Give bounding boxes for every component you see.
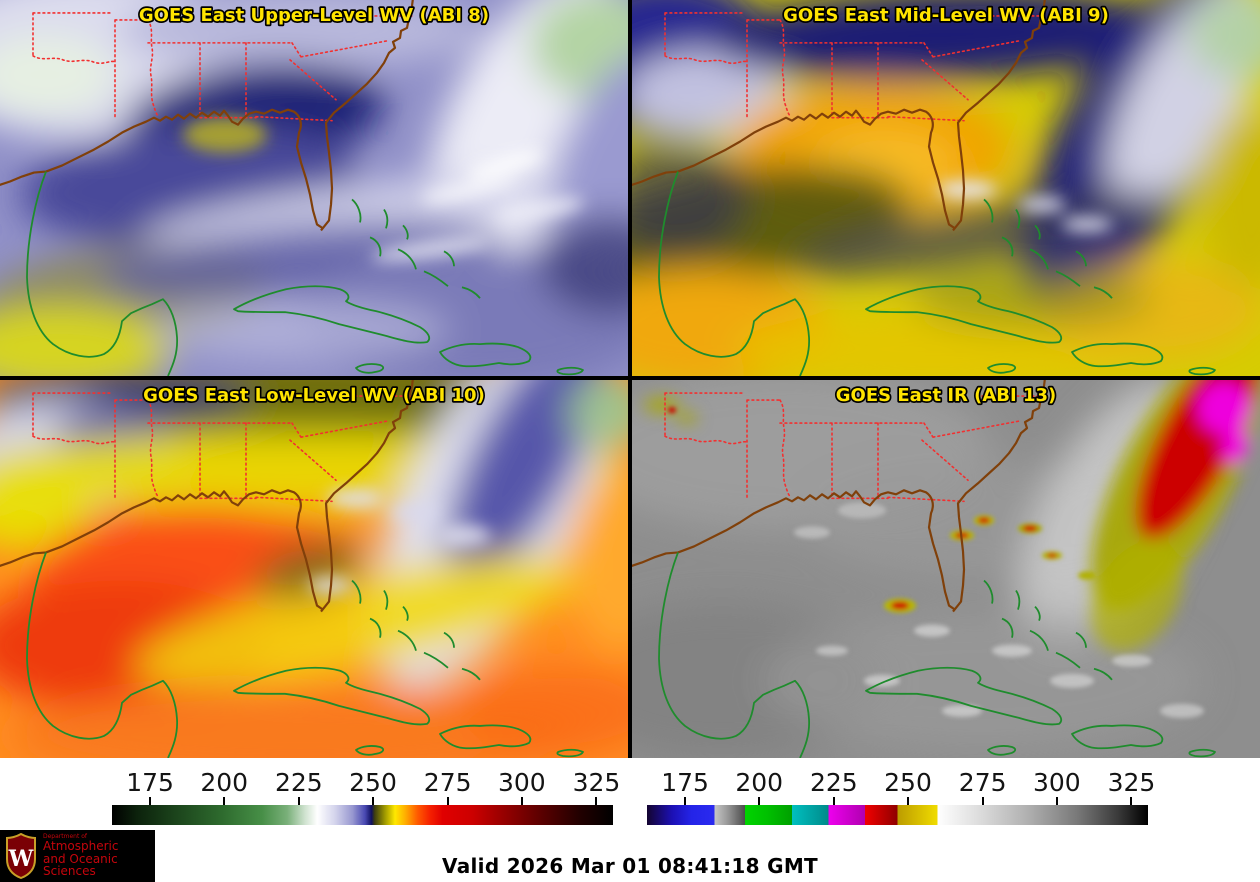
colorbar-tick-label: 250 bbox=[349, 768, 397, 797]
satellite-image-abi13: GOES East IR (ABI 13) bbox=[632, 380, 1260, 758]
colorbar-tick-mark bbox=[684, 797, 687, 805]
panel-title: GOES East Low-Level WV (ABI 10) bbox=[143, 385, 485, 406]
satellite-image-abi9: GOES East Mid-Level WV (ABI 9) bbox=[632, 0, 1260, 376]
colorbar-tick-label: 300 bbox=[1032, 768, 1081, 797]
panel-low-level-wv: GOES East Low-Level WV (ABI 10) bbox=[0, 380, 628, 758]
wv-colorbar-gradient bbox=[112, 805, 613, 825]
colorbar-tick-mark bbox=[520, 797, 523, 805]
panel-title: GOES East IR (ABI 13) bbox=[836, 385, 1056, 406]
satellite-image-abi10: GOES East Low-Level WV (ABI 10) bbox=[0, 380, 628, 758]
panel-title: GOES East Upper-Level WV (ABI 8) bbox=[139, 5, 489, 26]
logo-text: Department of Atmospheric and Oceanic Sc… bbox=[43, 832, 155, 879]
colorbar-tick-mark bbox=[595, 797, 598, 805]
bottom-band: 175 200 225 250 275 300 325 175 200 225 250 275 300… bbox=[0, 758, 1260, 882]
colorbar-tick-label: 200 bbox=[735, 768, 784, 797]
colorbar-tick-label: 175 bbox=[661, 768, 709, 797]
logo-line2: and Oceanic Sciences bbox=[43, 851, 118, 879]
colorbar-tick-mark bbox=[907, 797, 910, 805]
colorbar-tick-label: 175 bbox=[126, 768, 174, 797]
colorbar-tick-mark bbox=[1130, 797, 1133, 805]
ir-colorbar: 175 200 225 250 275 300 325 bbox=[647, 758, 1155, 828]
ir-colorbar-gradient bbox=[647, 805, 1148, 825]
colorbar-tick-label: 200 bbox=[200, 768, 249, 797]
panel-mid-level-wv: GOES East Mid-Level WV (ABI 9) bbox=[632, 0, 1260, 376]
colorbar-tick-mark bbox=[832, 797, 835, 805]
uw-monogram: W bbox=[8, 846, 34, 872]
panel-upper-level-wv: GOES East Upper-Level WV (ABI 8) bbox=[0, 0, 628, 376]
colorbar-tick-mark bbox=[223, 797, 226, 805]
colorbar-tick-mark bbox=[758, 797, 761, 805]
colorbar-tick-mark bbox=[446, 797, 449, 805]
colorbar-tick-label: 300 bbox=[497, 768, 546, 797]
colorbar-tick-mark bbox=[149, 797, 152, 805]
colorbar-tick-label: 250 bbox=[884, 768, 932, 797]
logo-line1: Atmospheric bbox=[43, 839, 119, 854]
logo-dept-line: Department of bbox=[43, 832, 87, 840]
colorbar-tick-label: 325 bbox=[572, 768, 621, 797]
colorbar-tick-mark bbox=[981, 797, 984, 805]
colorbar-tick-label: 275 bbox=[958, 768, 1007, 797]
panel-ir: GOES East IR (ABI 13) bbox=[632, 380, 1260, 758]
water-vapor-colorbar: 175 200 225 250 275 300 325 bbox=[112, 758, 620, 828]
colorbar-tick-mark bbox=[1055, 797, 1058, 805]
valid-timestamp: Valid 2026 Mar 01 08:41:18 GMT bbox=[442, 854, 818, 878]
colorbar-tick-mark bbox=[297, 797, 300, 805]
satellite-panel-grid: GOES East Upper-Level WV (ABI 8) bbox=[0, 0, 1260, 758]
colorbar-tick-label: 275 bbox=[423, 768, 472, 797]
panel-title: GOES East Mid-Level WV (ABI 9) bbox=[783, 5, 1109, 26]
colorbar-tick-mark bbox=[372, 797, 375, 805]
colorbar-tick-label: 225 bbox=[275, 768, 323, 797]
uw-crest-icon: W bbox=[6, 833, 36, 879]
colorbar-tick-label: 225 bbox=[810, 768, 858, 797]
colorbar-tick-label: 325 bbox=[1107, 768, 1156, 797]
satellite-image-abi8: GOES East Upper-Level WV (ABI 8) bbox=[0, 0, 628, 376]
uw-aos-logo: W Department of Atmospheric and Oceanic … bbox=[0, 830, 155, 882]
